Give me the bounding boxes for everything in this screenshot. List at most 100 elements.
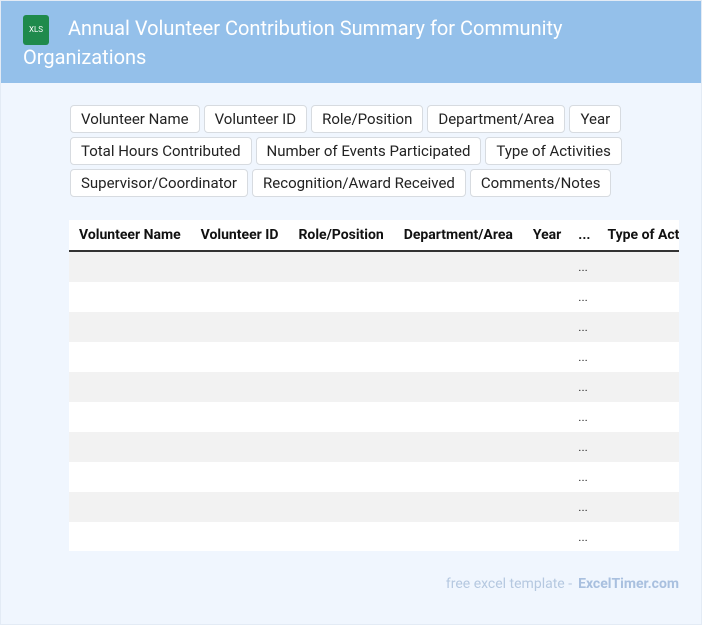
- field-chip: Department/Area: [427, 105, 566, 133]
- table-cell: [69, 432, 191, 462]
- table-row: ...: [69, 312, 679, 342]
- footer-link[interactable]: ExcelTimer.com: [578, 576, 679, 592]
- table-cell: [393, 282, 523, 312]
- column-header: Volunteer Name: [69, 220, 191, 252]
- table-cell: ...: [571, 432, 598, 462]
- table-cell: [522, 492, 572, 522]
- table-cell: [393, 251, 523, 282]
- table-cell: [288, 251, 394, 282]
- header: XLS Annual Volunteer Contribution Summar…: [1, 1, 701, 83]
- table-cell: [393, 342, 523, 372]
- table-cell: ...: [571, 402, 598, 432]
- table-row: ...: [69, 282, 679, 312]
- table-cell: [597, 462, 679, 492]
- column-header: ...: [571, 220, 598, 252]
- table-cell: [522, 312, 572, 342]
- page-title: Annual Volunteer Contribution Summary fo…: [23, 16, 563, 69]
- data-table: Volunteer Name Volunteer ID Role/Position D…: [69, 220, 679, 551]
- table-cell: [597, 372, 679, 402]
- table-cell: [597, 402, 679, 432]
- column-header: Volunteer ID: [190, 220, 289, 252]
- field-chip: Type of Activities: [485, 137, 622, 165]
- table-row: ...: [69, 342, 679, 372]
- table-cell: [393, 522, 523, 551]
- table-cell: ...: [571, 251, 598, 282]
- table-row: ...: [69, 251, 679, 282]
- table-cell: [522, 462, 572, 492]
- field-chip: Year: [569, 105, 622, 133]
- table-row: ...: [69, 492, 679, 522]
- table-row: ...: [69, 402, 679, 432]
- table-cell: ...: [571, 282, 598, 312]
- table-cell: [69, 251, 191, 282]
- table-cell: [522, 282, 572, 312]
- table-cell: [190, 342, 289, 372]
- table-cell: [190, 372, 289, 402]
- header-row: Volunteer Name Volunteer ID Role/Position D…: [69, 220, 679, 252]
- column-header: Type of Activities: [597, 220, 679, 252]
- table-cell: [522, 402, 572, 432]
- table-cell: [190, 312, 289, 342]
- table-cell: [190, 402, 289, 432]
- field-list: Volunteer Name Volunteer ID Role/Position D…: [70, 105, 630, 197]
- table-cell: [597, 432, 679, 462]
- field-chip: Role/Position: [311, 105, 424, 133]
- table-cell: [393, 492, 523, 522]
- table-row: ...: [69, 372, 679, 402]
- table-cell: [288, 432, 394, 462]
- field-chip: Volunteer Name: [70, 105, 200, 133]
- table-cell: [522, 342, 572, 372]
- table-cell: [69, 492, 191, 522]
- table-cell: [393, 312, 523, 342]
- table-cell: [288, 342, 394, 372]
- table-cell: [288, 282, 394, 312]
- table-cell: [597, 342, 679, 372]
- table-cell: [597, 492, 679, 522]
- table-cell: [522, 251, 572, 282]
- table-body: ..............................: [69, 251, 679, 551]
- table-cell: [69, 462, 191, 492]
- column-header: Department/Area: [393, 220, 523, 252]
- table-cell: ...: [571, 372, 598, 402]
- table-cell: [522, 522, 572, 551]
- table-cell: [393, 372, 523, 402]
- table-cell: [597, 282, 679, 312]
- table-cell: [597, 522, 679, 551]
- table-cell: [288, 522, 394, 551]
- table-row: ...: [69, 462, 679, 492]
- table-cell: [69, 372, 191, 402]
- field-chip: Number of Events Participated: [255, 137, 482, 165]
- table-cell: [190, 492, 289, 522]
- table-cell: [522, 372, 572, 402]
- table-cell: [288, 462, 394, 492]
- table-cell: [288, 312, 394, 342]
- field-chip: Recognition/Award Received: [252, 169, 466, 197]
- table-cell: [69, 522, 191, 551]
- table-cell: ...: [571, 342, 598, 372]
- table-cell: [69, 342, 191, 372]
- table-cell: [69, 312, 191, 342]
- table-cell: [69, 282, 191, 312]
- table-cell: [190, 522, 289, 551]
- column-header: Year: [522, 220, 572, 252]
- table-cell: [190, 462, 289, 492]
- column-header: Role/Position: [288, 220, 394, 252]
- table-row: ...: [69, 432, 679, 462]
- field-chip: Volunteer ID: [203, 105, 308, 133]
- table-cell: [69, 402, 191, 432]
- table-cell: ...: [571, 312, 598, 342]
- table-cell: [190, 282, 289, 312]
- footer-text: free excel template -: [445, 576, 573, 592]
- field-chip: Supervisor/Coordinator: [70, 169, 249, 197]
- table-cell: [190, 432, 289, 462]
- field-chip: Total Hours Contributed: [70, 137, 252, 165]
- table-cell: [288, 402, 394, 432]
- table-cell: [393, 432, 523, 462]
- table-cell: [288, 372, 394, 402]
- file-icon: XLS: [23, 15, 49, 45]
- table-cell: ...: [571, 522, 598, 551]
- table-cell: [522, 432, 572, 462]
- table-cell: [190, 251, 289, 282]
- table-container: Volunteer Name Volunteer ID Role/Position D…: [69, 220, 679, 551]
- table-cell: [393, 462, 523, 492]
